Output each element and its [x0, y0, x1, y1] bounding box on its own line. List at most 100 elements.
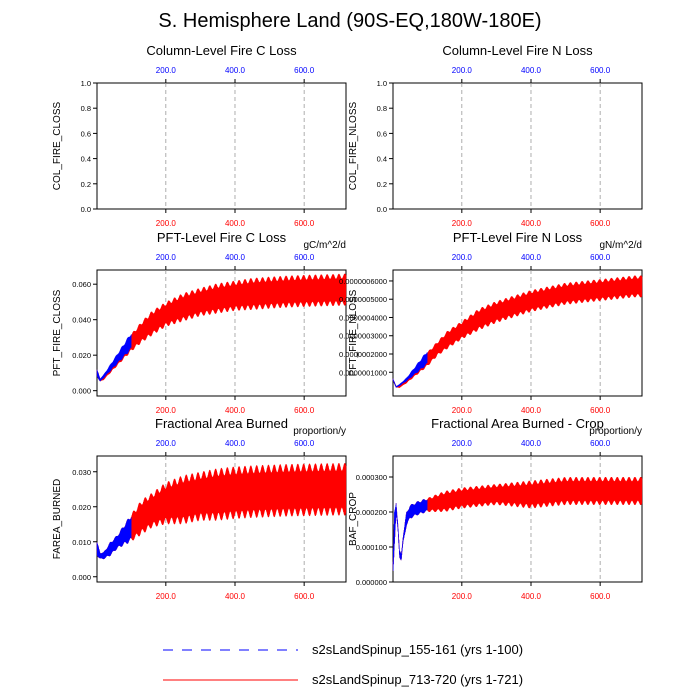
panel-5-y-tick-label-1: 0.000: [72, 573, 91, 582]
panel-3-bottom-tick-label-1: 200.0: [156, 406, 177, 415]
panel-2-top-tick-label-1: 200.0: [452, 66, 473, 75]
panel-2-top-tick-label-2: 400.0: [521, 66, 542, 75]
panel-3-y-axis-label: PFT_FIRE_CLOSS: [52, 289, 63, 376]
figure-title: S. Hemisphere Land (90S-EQ,180W-180E): [158, 10, 542, 32]
panel-1-top-tick-label-1: 200.0: [156, 66, 177, 75]
panel-4-top-tick-label-1: 200.0: [452, 253, 473, 262]
panel-6-bottom-tick-label-3: 600.0: [590, 592, 611, 601]
panel-4-y-tick-label-6: 0.0000006000: [339, 277, 387, 286]
panel-5-y-tick-label-2: 0.010: [72, 538, 91, 547]
panel-4-top-tick-label-3: 600.0: [590, 253, 611, 262]
panel-6-frame: [392, 455, 643, 583]
panel-6-series-1-line: [392, 476, 643, 571]
panel-1-y-axis-label: COL_FIRE_CLOSS: [52, 101, 63, 190]
panel-3-frame: [96, 269, 347, 397]
panel-3-units-label: gC/m^2/d: [304, 240, 347, 251]
panel-4-y-tick-label-4: 0.0000004000: [339, 313, 387, 322]
panel-4-top-tick-label-2: 400.0: [521, 253, 542, 262]
panel-5-top-tick-label-3: 600.0: [294, 439, 315, 448]
panel-5-series-1-line: [96, 463, 347, 560]
panel-6-y-axis-label: BAF_CROP: [348, 492, 359, 546]
panel-1-y-tick-label-4: 0.6: [81, 129, 91, 138]
panel-1-top-tick-label-3: 600.0: [294, 66, 315, 75]
panel-4-bottom-tick-label-2: 400.0: [521, 406, 542, 415]
panel-5-title: Fractional Area Burned: [155, 416, 288, 431]
panel-1-bottom-tick-label-1: 200.0: [156, 219, 177, 228]
panel-1-y-tick-label-5: 0.8: [81, 104, 91, 113]
panel-2-y-tick-label-4: 0.6: [377, 129, 387, 138]
panel-6-top-tick-label-2: 400.0: [521, 439, 542, 448]
panel-6-y-tick-label-2: 0.000100: [356, 543, 387, 552]
panel-4-units-label: gN/m^2/d: [600, 240, 643, 251]
panel-4-y-tick-label-5: 0.0000005000: [339, 295, 387, 304]
panel-6-bottom-tick-label-1: 200.0: [452, 592, 473, 601]
panel-1-y-tick-label-6: 1.0: [81, 79, 91, 88]
panel-4-frame: [392, 269, 643, 397]
panel-2-y-tick-label-2: 0.2: [377, 180, 387, 189]
panel-6-y-tick-label-4: 0.000300: [356, 473, 387, 482]
panel-2-bottom-tick-label-1: 200.0: [452, 219, 473, 228]
panel-1-top-tick-label-2: 400.0: [225, 66, 246, 75]
panel-6-series-2-line: [392, 499, 428, 571]
panel-4-y-tick-label-2: 0.0000002000: [339, 350, 387, 359]
panel-2-y-axis-label: COL_FIRE_NLOSS: [348, 101, 359, 190]
panel-1-frame: [96, 82, 347, 210]
panel-5-frame: [96, 455, 347, 583]
panel-1-title: Column-Level Fire C Loss: [146, 43, 297, 58]
panel-3-series-1-line: [96, 273, 347, 382]
panel-2-y-tick-label-3: 0.4: [377, 155, 387, 164]
panel-1-y-tick-label-2: 0.2: [81, 180, 91, 189]
panel-2-bottom-tick-label-3: 600.0: [590, 219, 611, 228]
panel-6-y-tick-label-3: 0.000200: [356, 508, 387, 517]
panel-3-series-2-line: [96, 334, 132, 382]
panel-6-y-tick-label-1: 0.000000: [356, 578, 387, 587]
panel-1-y-tick-label-3: 0.4: [81, 155, 91, 164]
panel-3-top-tick-label-3: 600.0: [294, 253, 315, 262]
legend-label-red: s2sLandSpinup_713-720 (yrs 1-721): [312, 672, 524, 687]
panel-5-series-2-line: [96, 517, 132, 560]
panel-3-top-tick-label-2: 400.0: [225, 253, 246, 262]
panel-1-bottom-tick-label-3: 600.0: [294, 219, 315, 228]
panel-5-y-tick-label-4: 0.030: [72, 468, 91, 477]
panel-4-y-tick-label-1: 0.0000001000: [339, 368, 387, 377]
panel-2-top-tick-label-3: 600.0: [590, 66, 611, 75]
panel-2-y-tick-label-5: 0.8: [377, 104, 387, 113]
panel-2-title: Column-Level Fire N Loss: [442, 43, 593, 58]
panel-4-bottom-tick-label-3: 600.0: [590, 406, 611, 415]
panel-4-y-axis-label: PFT_FIRE_NLOSS: [348, 289, 359, 376]
panel-3-bottom-tick-label-2: 400.0: [225, 406, 246, 415]
panel-5-y-axis-label: FAREA_BURNED: [52, 479, 63, 560]
panel-6-units-label: proportion/y: [589, 426, 642, 437]
panel-5-bottom-tick-label-2: 400.0: [225, 592, 246, 601]
panel-4-bottom-tick-label-1: 200.0: [452, 406, 473, 415]
panel-4-series-2-line: [392, 352, 428, 388]
panel-1-y-tick-label-1: 0.0: [81, 205, 91, 214]
panel-1-bottom-tick-label-2: 400.0: [225, 219, 246, 228]
panel-4-series-1-line: [392, 275, 643, 388]
panel-2-frame: [392, 82, 643, 210]
panel-2-y-tick-label-6: 1.0: [377, 79, 387, 88]
panel-6-top-tick-label-3: 600.0: [590, 439, 611, 448]
panel-3-y-tick-label-4: 0.060: [72, 280, 91, 289]
panel-4-y-tick-label-3: 0.0000003000: [339, 332, 387, 341]
panel-2-y-tick-label-1: 0.0: [377, 205, 387, 214]
panel-4-title: PFT-Level Fire N Loss: [453, 230, 583, 245]
panel-2-bottom-tick-label-2: 400.0: [521, 219, 542, 228]
panel-5-top-tick-label-2: 400.0: [225, 439, 246, 448]
panel-6-title: Fractional Area Burned - Crop: [431, 416, 604, 431]
panel-6-bottom-tick-label-2: 400.0: [521, 592, 542, 601]
panel-3-bottom-tick-label-3: 600.0: [294, 406, 315, 415]
panel-3-y-tick-label-1: 0.000: [72, 387, 91, 396]
panel-5-units-label: proportion/y: [293, 426, 346, 437]
panel-3-y-tick-label-3: 0.040: [72, 316, 91, 325]
panel-5-top-tick-label-1: 200.0: [156, 439, 177, 448]
panel-3-top-tick-label-1: 200.0: [156, 253, 177, 262]
legend-label-blue: s2sLandSpinup_155-161 (yrs 1-100): [312, 642, 524, 657]
panel-5-bottom-tick-label-1: 200.0: [156, 592, 177, 601]
panel-6-top-tick-label-1: 200.0: [452, 439, 473, 448]
panel-3-y-tick-label-2: 0.020: [72, 351, 91, 360]
panel-5-bottom-tick-label-3: 600.0: [294, 592, 315, 601]
panel-3-title: PFT-Level Fire C Loss: [157, 230, 287, 245]
